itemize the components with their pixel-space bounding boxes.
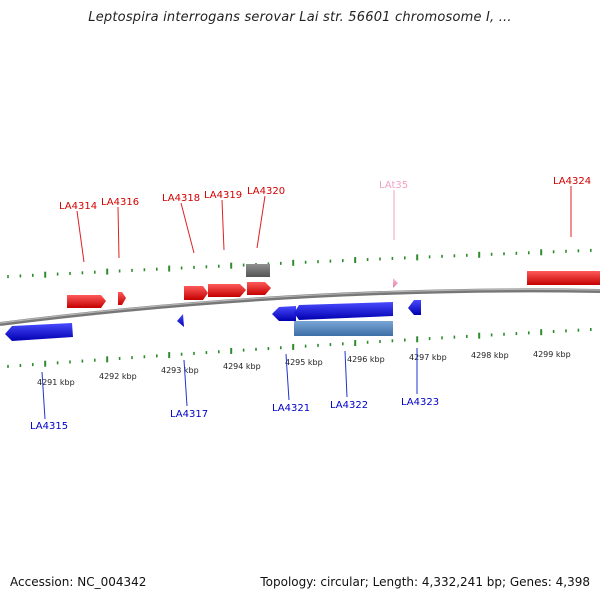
- topology-text: Topology: circular; Length: 4,332,241 bp…: [260, 575, 590, 589]
- label-LA4322: LA4322: [330, 400, 368, 411]
- label-LA4317: LA4317: [170, 409, 208, 420]
- tick-label: 4297 kbp: [409, 353, 447, 362]
- gene-LA4320[interactable]: [247, 282, 271, 295]
- tick-label: 4291 kbp: [37, 378, 75, 387]
- gene-LA4318[interactable]: [184, 286, 208, 300]
- gene-LA4321[interactable]: [272, 306, 296, 321]
- upper-tick-row: [7, 248, 592, 279]
- gene-LA4314[interactable]: [67, 295, 106, 308]
- gene-LA4320-other[interactable]: [246, 264, 270, 277]
- tick-label: 4296 kbp: [347, 355, 385, 364]
- gene-LA4316[interactable]: [118, 292, 126, 305]
- axis-labels: 4291 kbp 4292 kbp 4293 kbp 4294 kbp 4295…: [37, 350, 571, 387]
- tick-label: 4295 kbp: [285, 358, 323, 367]
- label-LA4315: LA4315: [30, 421, 68, 432]
- label-LA4320: LA4320: [247, 186, 285, 197]
- accession-text: Accession: NC_004342: [10, 575, 147, 589]
- label-LA4323: LA4323: [401, 397, 439, 408]
- tick-label: 4299 kbp: [533, 350, 571, 359]
- gene-LAt35[interactable]: [393, 278, 398, 288]
- label-LA4321: LA4321: [272, 403, 310, 414]
- tick-label: 4292 kbp: [99, 372, 137, 381]
- forward-features: [67, 264, 600, 308]
- gene-LA4322-other[interactable]: [294, 321, 393, 336]
- label-LA4324: LA4324: [553, 176, 591, 187]
- label-LA4318: LA4318: [162, 193, 200, 204]
- gene-LA4319[interactable]: [208, 284, 246, 297]
- map-title: Leptospira interrogans serovar Lai str. …: [88, 10, 512, 25]
- tick-label: 4293 kbp: [161, 366, 199, 375]
- gene-LA4317[interactable]: [177, 314, 184, 327]
- chromosome-backbone: [0, 288, 600, 326]
- label-LA4316: LA4316: [101, 197, 139, 208]
- gene-LA4323[interactable]: [408, 300, 421, 315]
- tick-label: 4294 kbp: [223, 362, 261, 371]
- label-LA4319: LA4319: [204, 190, 242, 201]
- gene-LA4315[interactable]: [5, 323, 73, 341]
- label-LA4314: LA4314: [59, 201, 97, 212]
- forward-labels: LA4314 LA4316 LA4318 LA4319 LA4320 LAt35…: [59, 176, 591, 263]
- label-LAt35: LAt35: [379, 180, 408, 191]
- reverse-labels: LA4315 LA4317 LA4321 LA4322 LA4323: [30, 348, 439, 432]
- tick-label: 4298 kbp: [471, 351, 509, 360]
- gene-LA4324[interactable]: [527, 271, 600, 285]
- reverse-features: [5, 300, 421, 341]
- gene-LA4322[interactable]: [294, 302, 393, 320]
- lower-tick-row: [7, 327, 592, 368]
